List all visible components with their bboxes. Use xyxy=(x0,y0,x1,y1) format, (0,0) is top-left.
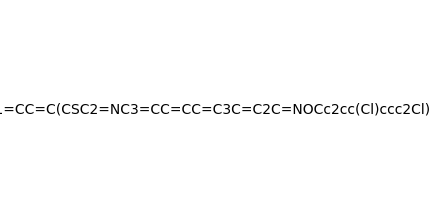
Text: ClC1=CC=C(CSC2=NC3=CC=CC=C3C=C2C=NOCc2cc(Cl)ccc2Cl)C=C1: ClC1=CC=C(CSC2=NC3=CC=CC=C3C=C2C=NOCc2cc… xyxy=(0,103,430,117)
